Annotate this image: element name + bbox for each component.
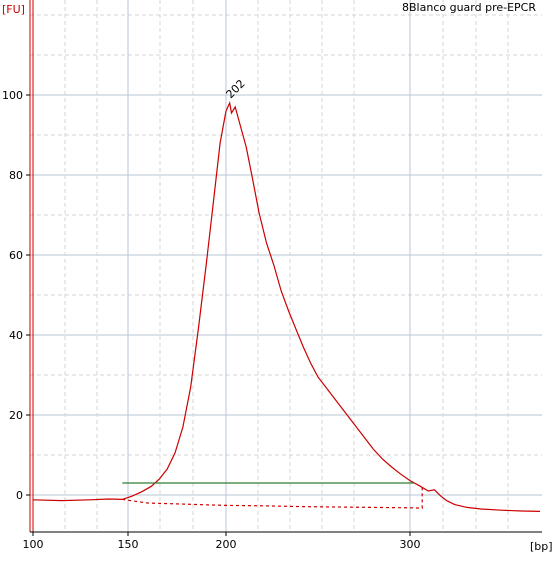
series-group [32,101,541,512]
y-tick-label: 20 [9,409,23,422]
y-tick-label: 80 [9,169,23,182]
x-tick-label: 300 [400,538,421,551]
y-tick-label: 40 [9,329,23,342]
chart-title: 8Blanco guard pre-EPCR [402,1,536,14]
grid [30,0,542,532]
y-axis-unit: [FU] [2,3,25,16]
y-tick-label: 60 [9,249,23,262]
axes [26,0,542,536]
x-tick-label: 150 [118,538,139,551]
x-axis-unit: [bp] [530,540,553,553]
x-tick-label: 100 [23,538,44,551]
y-tick-label: 0 [16,489,23,502]
y-tick-label: 100 [2,89,23,102]
x-tick-label: 200 [216,538,237,551]
series-line-1 [32,101,541,512]
